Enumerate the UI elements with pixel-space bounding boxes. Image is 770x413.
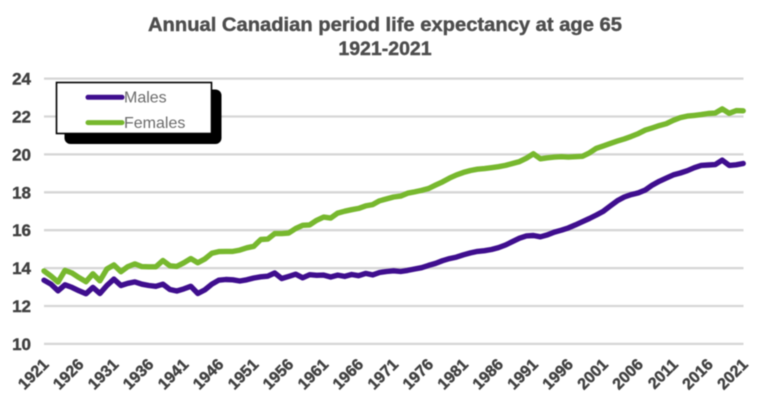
svg-text:22: 22 [12, 108, 31, 127]
svg-text:Annual Canadian period life ex: Annual Canadian period life expectancy a… [148, 14, 622, 36]
svg-text:1921-2021: 1921-2021 [338, 38, 431, 60]
svg-text:Males: Males [124, 90, 167, 107]
svg-text:10: 10 [12, 335, 31, 354]
svg-text:Females: Females [124, 115, 185, 132]
svg-text:24: 24 [12, 70, 31, 89]
svg-text:12: 12 [12, 297, 31, 316]
svg-text:18: 18 [12, 183, 31, 202]
svg-text:14: 14 [12, 259, 31, 278]
svg-text:20: 20 [12, 145, 31, 164]
svg-text:16: 16 [12, 221, 31, 240]
